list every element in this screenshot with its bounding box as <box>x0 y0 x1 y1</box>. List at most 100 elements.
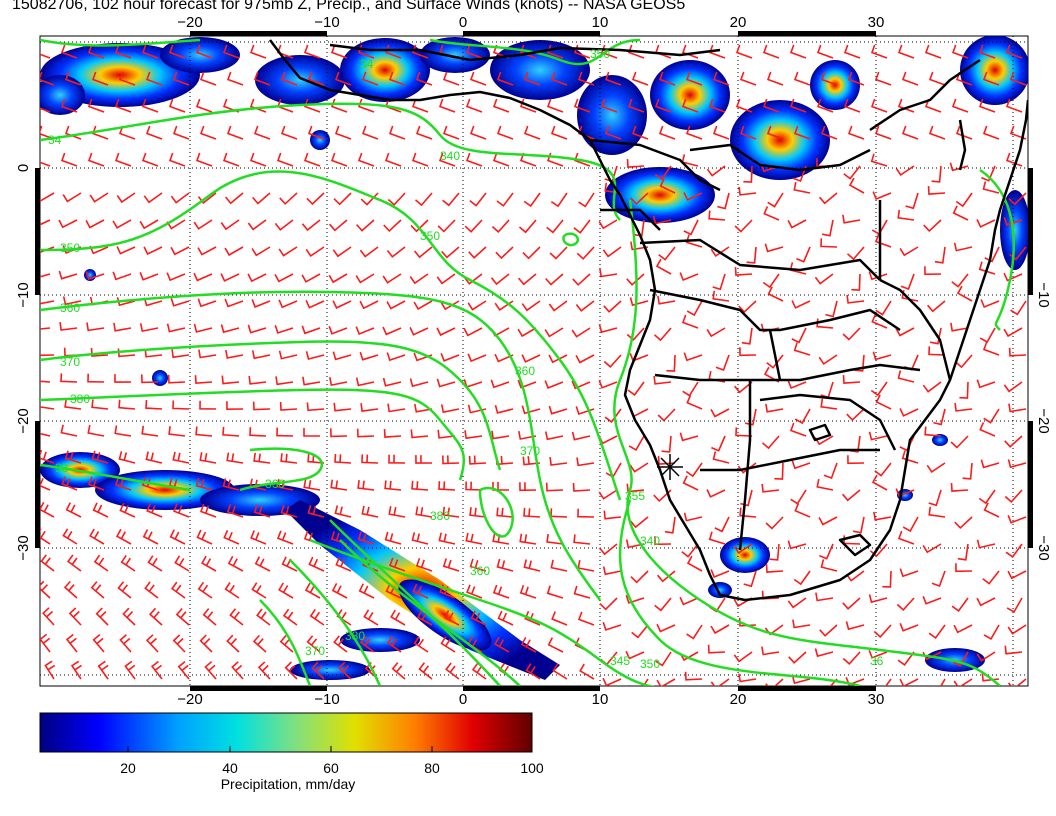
wind-barb <box>765 516 784 530</box>
wind-barb <box>415 506 433 518</box>
wind-barb <box>550 71 568 86</box>
wind-barb <box>116 297 136 307</box>
wind-barb <box>895 488 915 498</box>
lon-tick-label: 20 <box>730 691 747 708</box>
wind-barb <box>598 489 618 500</box>
wind-barb <box>841 489 861 502</box>
contour-label: 34 <box>48 133 62 147</box>
wind-barb <box>517 379 537 389</box>
wind-barb <box>145 634 159 653</box>
wind-barb <box>409 327 429 336</box>
wind-barb <box>577 611 595 626</box>
wind-barb <box>922 543 942 554</box>
wind-barb <box>572 273 591 286</box>
wind-barb <box>305 351 325 360</box>
wind-barb <box>868 594 888 604</box>
wind-barb <box>523 507 541 518</box>
wind-barb <box>712 273 726 291</box>
colorbar-tick-label: 60 <box>323 760 339 776</box>
wind-barb <box>871 474 888 491</box>
wind-barb <box>330 428 348 438</box>
wind-barb <box>654 597 672 612</box>
wind-barb <box>359 300 379 310</box>
wind-barb <box>469 71 487 86</box>
wind-barb <box>787 597 807 609</box>
wind-barb <box>630 192 649 206</box>
wind-barb <box>409 378 429 388</box>
wind-barb <box>332 300 352 309</box>
wind-barb <box>953 242 973 252</box>
wind-barb <box>139 272 159 281</box>
wind-barb <box>388 454 406 464</box>
wind-barb <box>682 475 699 491</box>
wind-barb <box>955 125 973 140</box>
wind-barb <box>201 555 217 572</box>
wind-barb <box>257 661 271 680</box>
wind-barb <box>220 219 240 231</box>
wind-barb <box>386 246 406 258</box>
wind-barb <box>492 152 510 167</box>
wind-barb <box>577 508 595 518</box>
wind-barb <box>924 426 942 437</box>
wind-barb <box>769 543 780 561</box>
wind-barb <box>791 300 811 309</box>
coastlines <box>269 39 1028 602</box>
wind-barb <box>814 273 834 285</box>
wind-barb <box>819 624 838 637</box>
wind-barb <box>517 327 537 338</box>
wind-barb <box>656 623 676 633</box>
wind-barb <box>548 354 568 364</box>
wind-barb <box>708 531 726 545</box>
wind-barb <box>982 341 1000 356</box>
wind-barb <box>787 380 807 390</box>
wind-barb <box>787 219 807 229</box>
wind-barb <box>629 462 649 473</box>
wind-barb <box>122 607 136 626</box>
precipitation-layer <box>40 36 1028 680</box>
wind-barb <box>735 98 753 113</box>
wind-barb <box>847 455 865 465</box>
wind-barb <box>982 71 1000 86</box>
wind-barb <box>311 661 325 680</box>
wind-barb <box>796 246 811 263</box>
wind-barb <box>706 489 726 498</box>
wind-barb <box>334 125 352 140</box>
wind-barb <box>546 98 564 113</box>
wind-barb <box>441 246 460 259</box>
wind-barb <box>491 430 510 440</box>
wind-barb <box>983 502 1000 518</box>
contour-label: 370 <box>520 444 540 458</box>
wind-barb <box>871 314 888 329</box>
wind-barb <box>226 452 244 464</box>
wind-barb <box>330 44 348 59</box>
wind-barb <box>874 233 892 248</box>
wind-barb <box>523 71 541 86</box>
wind-barb <box>139 323 159 333</box>
wind-barb <box>225 349 244 359</box>
wind-barb <box>415 557 433 572</box>
wind-barb <box>959 381 969 399</box>
wind-barb <box>333 635 348 653</box>
wind-barb <box>820 125 838 140</box>
wind-barb <box>552 663 568 680</box>
wind-barb <box>953 678 973 686</box>
wind-barb <box>979 422 996 437</box>
wind-barb <box>390 609 406 626</box>
wind-barb <box>1007 570 1027 580</box>
wind-barb <box>91 399 109 410</box>
wind-barb <box>577 71 595 86</box>
wind-barb <box>468 246 487 259</box>
lon-tick-label: 20 <box>730 14 747 31</box>
wind-barb <box>252 634 267 653</box>
wind-barb <box>842 375 861 384</box>
wind-barb <box>355 273 375 284</box>
wind-barb <box>303 428 320 437</box>
wind-barb <box>90 581 105 599</box>
wind-barb <box>664 516 676 534</box>
wind-barb <box>442 455 460 465</box>
wind-barb <box>436 378 456 388</box>
colorbar-tick-label: 80 <box>424 760 440 776</box>
wind-barb <box>382 377 402 387</box>
wind-barb <box>686 624 703 640</box>
wind-barb <box>416 609 433 626</box>
